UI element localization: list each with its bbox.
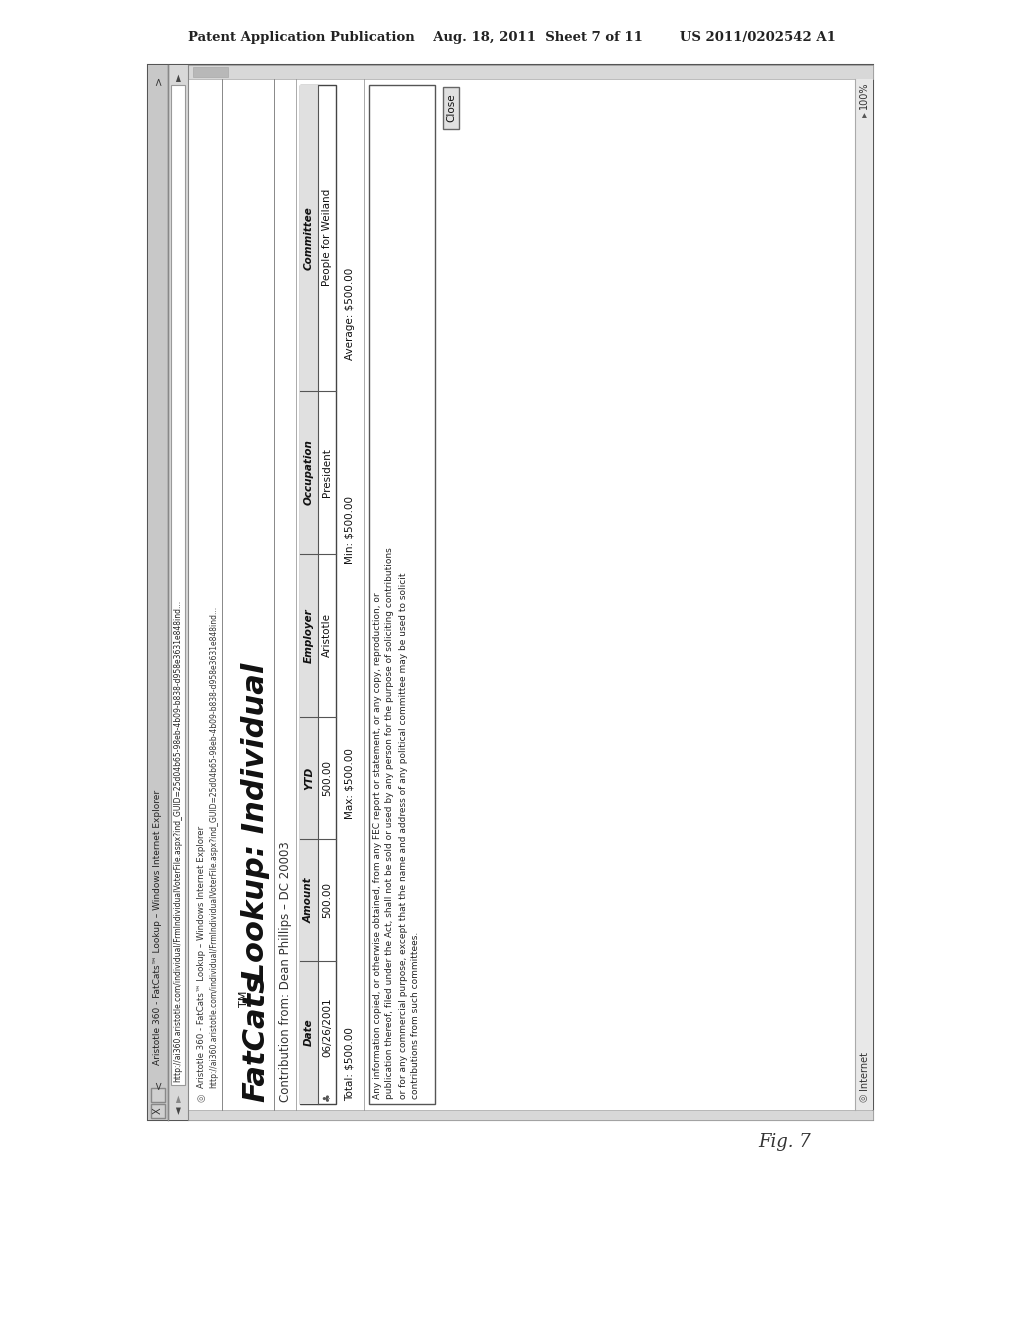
Text: Internet: Internet	[859, 1051, 869, 1090]
Text: 500.00: 500.00	[322, 760, 332, 796]
Polygon shape	[300, 84, 318, 1104]
Text: 100%: 100%	[859, 82, 869, 110]
Text: ◎: ◎	[859, 1093, 869, 1102]
Text: People for Weiland: People for Weiland	[322, 189, 332, 286]
Polygon shape	[168, 65, 188, 1119]
Text: Close: Close	[446, 94, 456, 123]
Text: publication thereof, filed under the Act, shall not be sold or used by any perso: publication thereof, filed under the Act…	[385, 548, 394, 1100]
Polygon shape	[148, 65, 168, 1119]
Polygon shape	[443, 87, 459, 129]
Text: >: >	[153, 75, 163, 84]
Text: Fig. 7: Fig. 7	[759, 1133, 811, 1151]
Text: Employer: Employer	[304, 609, 314, 663]
Text: Min: $500.00: Min: $500.00	[345, 496, 355, 564]
Text: Patent Application Publication    Aug. 18, 2011  Sheet 7 of 11        US 2011/02: Patent Application Publication Aug. 18, …	[188, 30, 836, 44]
Text: contributions from such committees.: contributions from such committees.	[412, 932, 421, 1100]
Polygon shape	[188, 79, 873, 1110]
Polygon shape	[151, 1104, 165, 1118]
Text: Total: $500.00: Total: $500.00	[345, 1027, 355, 1101]
Polygon shape	[148, 65, 873, 1119]
Text: TM: TM	[239, 990, 249, 1007]
Text: http://ai360.aristotle.com/individual/FrmIndividualVoterFile.aspx?ind_GUID=25d04: http://ai360.aristotle.com/individual/Fr…	[210, 606, 218, 1088]
Text: 06/26/2001: 06/26/2001	[322, 998, 332, 1057]
Polygon shape	[188, 1110, 873, 1119]
Polygon shape	[193, 67, 228, 77]
Text: Aristotle 360 - FatCats™ Lookup – Windows Internet Explorer: Aristotle 360 - FatCats™ Lookup – Window…	[198, 826, 207, 1088]
Text: ▸: ▸	[859, 112, 869, 117]
Text: ◎: ◎	[197, 1093, 207, 1102]
Text: ►: ►	[173, 1094, 183, 1102]
Text: Max: $500.00: Max: $500.00	[345, 748, 355, 818]
Text: <: <	[153, 1080, 163, 1089]
Text: Amount: Amount	[304, 878, 314, 923]
Text: President: President	[322, 447, 332, 496]
Text: Average: $500.00: Average: $500.00	[345, 268, 355, 360]
Text: Lookup: Individual: Lookup: Individual	[242, 663, 270, 993]
Text: Aristotle: Aristotle	[322, 614, 332, 657]
Text: ►: ►	[173, 73, 183, 81]
Text: Committee: Committee	[304, 206, 314, 269]
Polygon shape	[300, 84, 336, 1104]
Text: Contribution from: Dean Phillips – DC 20003: Contribution from: Dean Phillips – DC 20…	[280, 841, 293, 1102]
Text: or for any commercial purpose, except that the name and address of any political: or for any commercial purpose, except th…	[398, 573, 408, 1100]
Text: YTD: YTD	[304, 767, 314, 789]
Text: ♣: ♣	[322, 1092, 332, 1101]
Polygon shape	[369, 84, 435, 1104]
Text: Any information copied, or otherwise obtained, from any FEC report or statement,: Any information copied, or otherwise obt…	[373, 593, 382, 1100]
Polygon shape	[188, 65, 873, 79]
Text: X: X	[153, 1107, 163, 1114]
Polygon shape	[171, 84, 185, 1085]
Text: FatCats: FatCats	[242, 974, 270, 1102]
Polygon shape	[151, 1088, 165, 1102]
Text: Occupation: Occupation	[304, 440, 314, 506]
Text: 500.00: 500.00	[322, 882, 332, 919]
Text: Aristotle 360 - FatCats™ Lookup – Windows Internet Explorer: Aristotle 360 - FatCats™ Lookup – Window…	[154, 789, 163, 1065]
Polygon shape	[855, 79, 873, 1110]
Text: Date: Date	[304, 1019, 314, 1047]
Text: http://ai360.aristotle.com/individual/FrmIndividualVoterFile.aspx?ind_GUID=25d04: http://ai360.aristotle.com/individual/Fr…	[173, 599, 182, 1082]
Text: ◄: ◄	[173, 1106, 183, 1114]
